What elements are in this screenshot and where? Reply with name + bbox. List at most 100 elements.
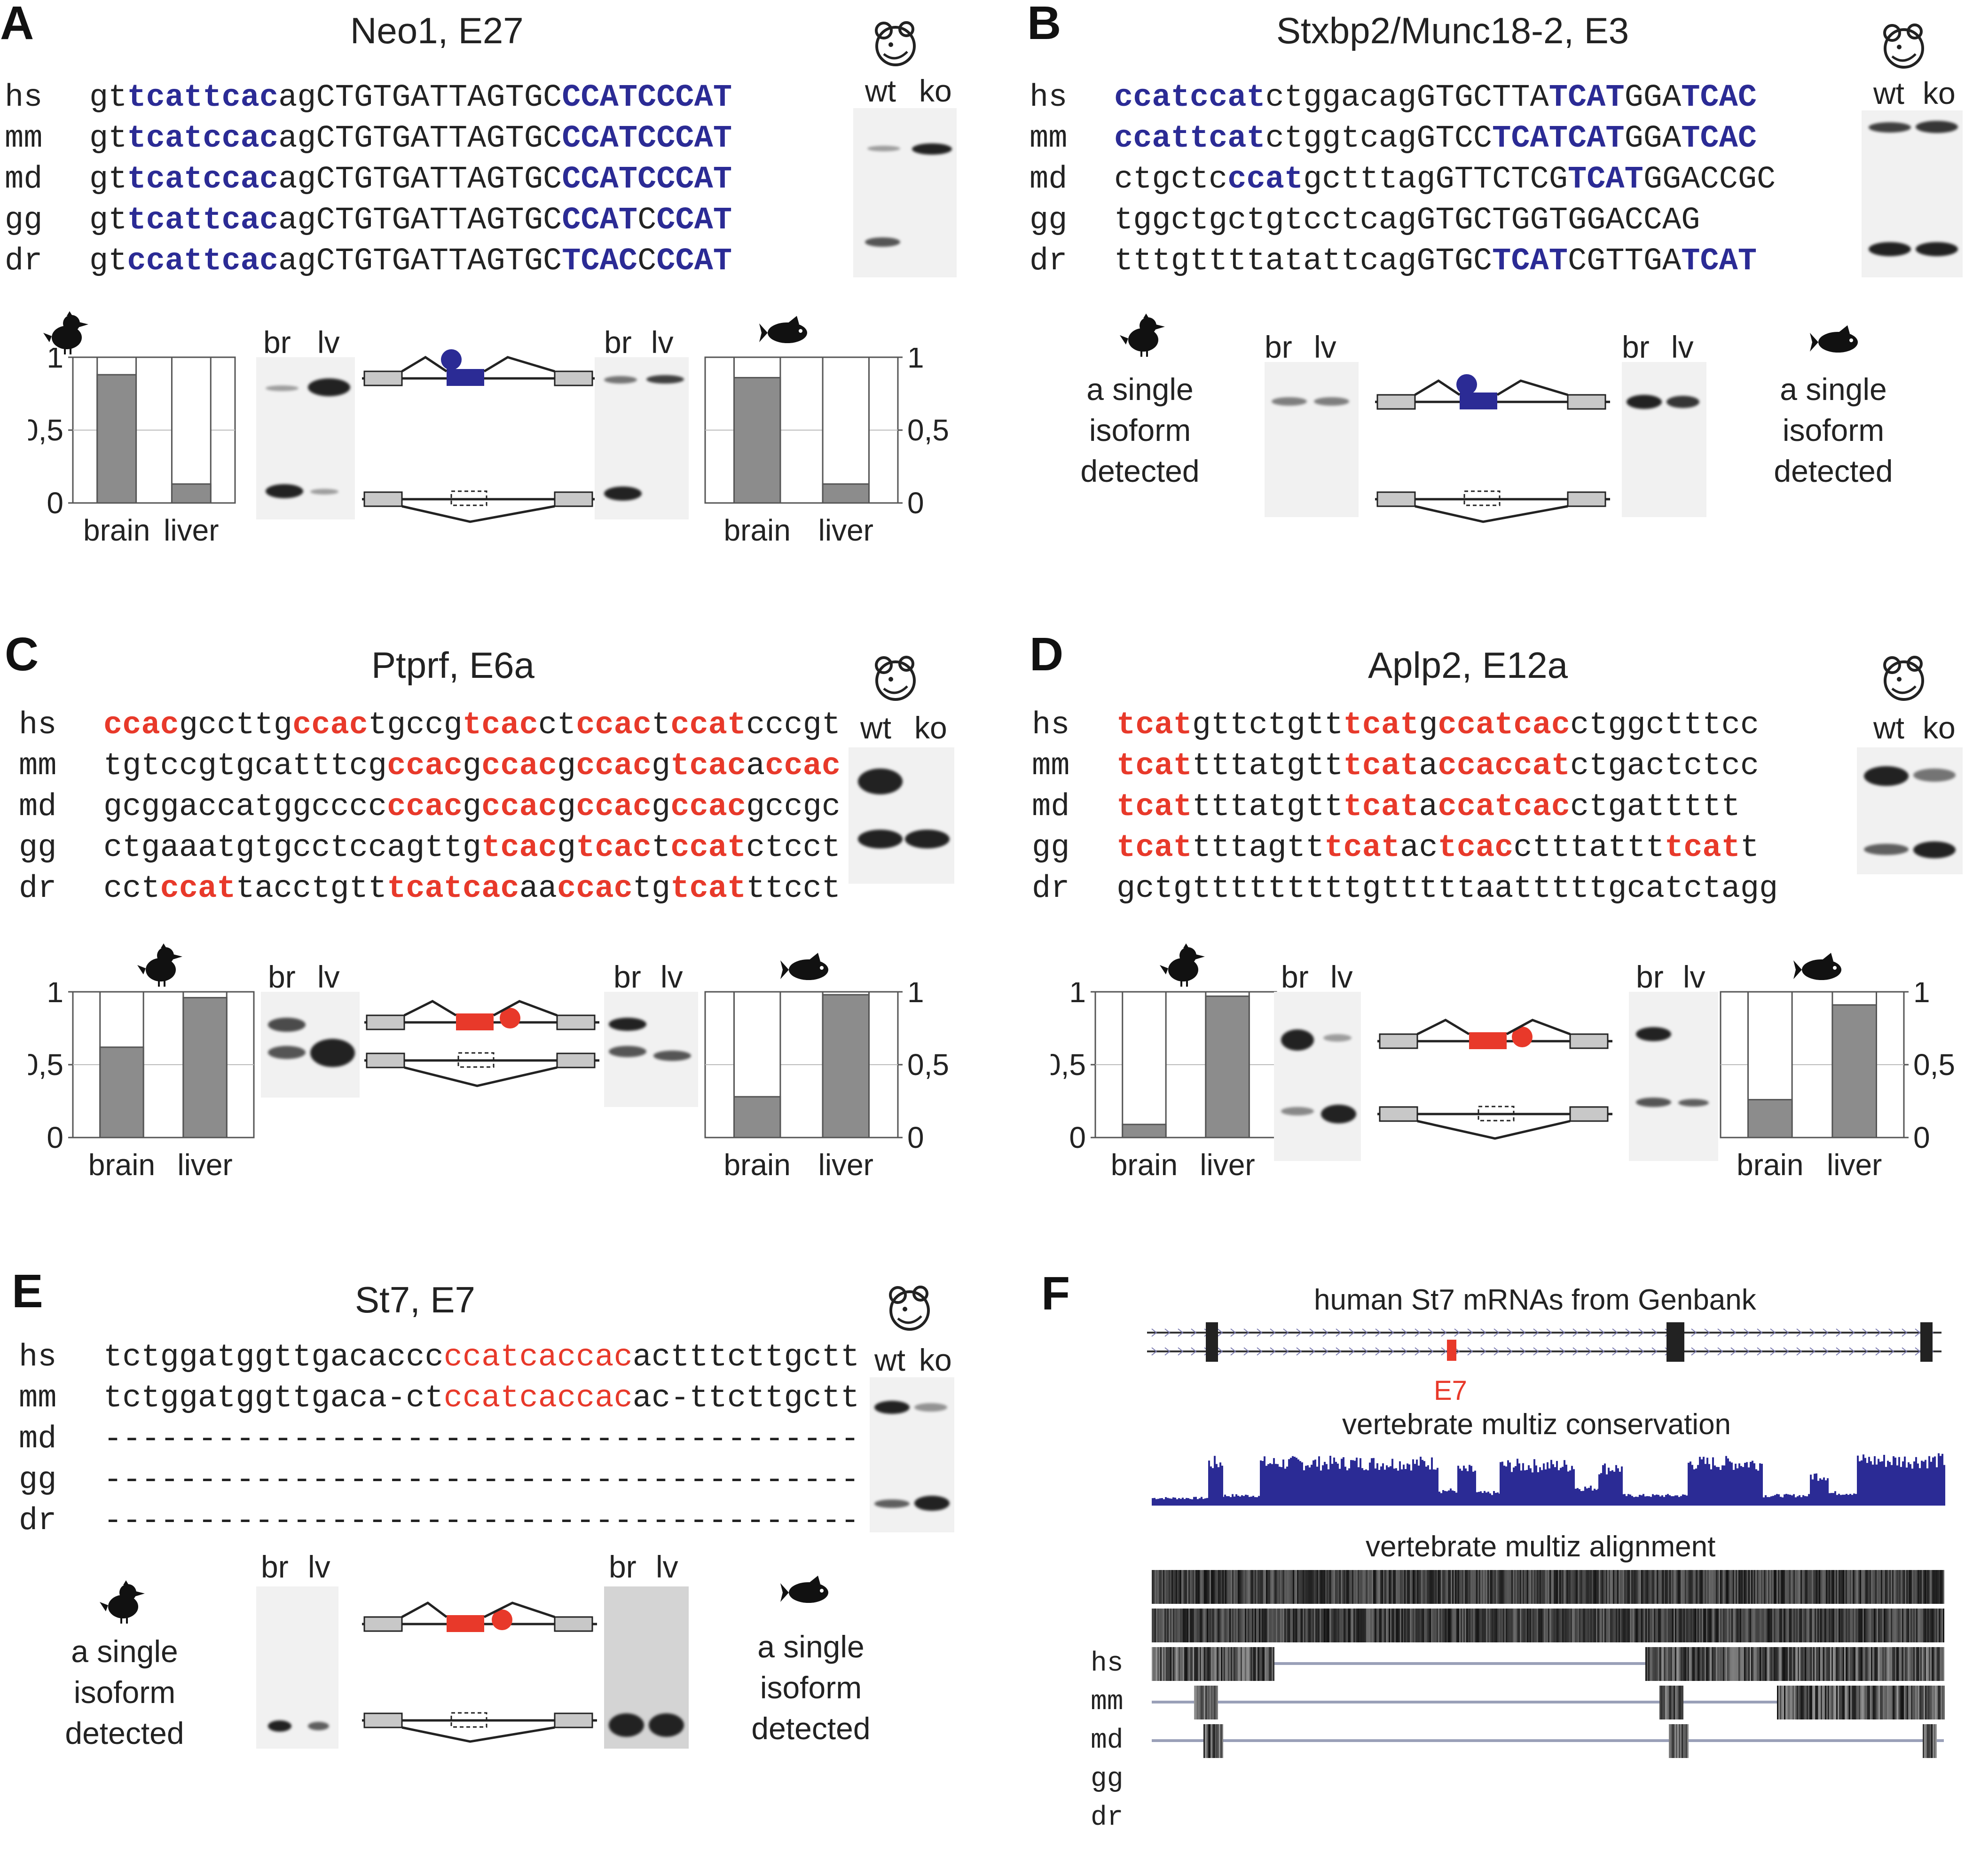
alignment-block (1680, 1724, 1682, 1758)
alignment-row-mm: mm tctggatggttgaca-ctccatcaccacac-ttcttgc… (19, 1378, 859, 1419)
alignment-block (1912, 1686, 1914, 1719)
conservation-bar (1408, 1464, 1410, 1506)
alignment-block (1815, 1609, 1816, 1642)
gel-br-lv-a-right (595, 357, 689, 519)
alignment-block (1620, 1570, 1621, 1604)
alignment-block (1692, 1570, 1693, 1604)
alignment-block (1444, 1609, 1445, 1642)
alignment-block (1819, 1609, 1820, 1642)
alignment-block (1304, 1609, 1305, 1642)
alignment-row-dr: dr tttgttttatattcagGTGCTCATCGTTGATCAT (1030, 241, 1776, 282)
alignment-block (1633, 1570, 1634, 1604)
sequence-segment: agCTGTGATTAGTGC (278, 121, 562, 157)
alignment-block (1589, 1609, 1590, 1642)
conservation-bar (1307, 1465, 1309, 1506)
alignment-block (1881, 1570, 1882, 1604)
species-label: hs (1030, 80, 1068, 116)
alignment-block (1868, 1570, 1870, 1604)
conservation-bar (1586, 1488, 1588, 1506)
strand-chevron (1243, 1347, 1250, 1356)
alignment-block (1595, 1609, 1596, 1642)
alignment-row-dr: dr cctccattacctgtttcatcacaaccactgtcatttcc… (19, 869, 841, 910)
conservation-bar (1727, 1458, 1729, 1506)
panel-e-alignment: hs tctggatggttgacacccccatcaccacactttcttgc… (19, 1337, 859, 1542)
alignment-block (1870, 1647, 1871, 1681)
alignment-block (1765, 1609, 1767, 1642)
alignment-block (1517, 1609, 1518, 1642)
alignment-block (1895, 1570, 1896, 1604)
gel-label-ko: ko (1923, 710, 1956, 745)
alignment-block (1459, 1609, 1461, 1642)
alignment-block (1520, 1570, 1521, 1604)
alignment-block (1298, 1570, 1300, 1604)
alignment-block (1586, 1609, 1588, 1642)
x-label-liver: liver (164, 513, 219, 547)
alignment-block (1685, 1570, 1686, 1604)
alignment-block (1851, 1609, 1853, 1642)
motif-highlight: ccat (670, 830, 747, 866)
conservation-bar (1622, 1494, 1624, 1506)
conservation-bar (1637, 1497, 1639, 1506)
conservation-bar (1825, 1480, 1827, 1506)
alignment-block (1159, 1570, 1160, 1604)
alignment-block (1511, 1609, 1513, 1642)
alignment-block (1870, 1686, 1871, 1719)
alignment-block (1486, 1570, 1487, 1604)
alignment-block (1869, 1686, 1870, 1719)
conservation-bar (1159, 1498, 1161, 1506)
conservation-bar (1303, 1470, 1305, 1506)
conservation-bar (1197, 1499, 1199, 1506)
sequence-segment: g (557, 748, 576, 784)
alignment-block (1193, 1570, 1194, 1604)
sequence-segment: gt (89, 243, 127, 279)
strand-chevron (1493, 1328, 1500, 1337)
alignment-block (1827, 1609, 1829, 1642)
alignment-block (1284, 1609, 1286, 1642)
alignment-block (1884, 1609, 1885, 1642)
alignment-block (1160, 1570, 1162, 1604)
alignment-block (1647, 1647, 1648, 1681)
alignment-block (1681, 1647, 1682, 1681)
bar-outline-liver (822, 356, 870, 504)
conservation-bar (1573, 1469, 1575, 1506)
alignment-block (1246, 1570, 1248, 1604)
alignment-block (1689, 1570, 1690, 1604)
alignment-block (1231, 1647, 1232, 1681)
alignment-block (1824, 1570, 1826, 1604)
conservation-bar (1277, 1464, 1279, 1506)
alignment-block (1784, 1570, 1785, 1604)
alignment-block (1421, 1570, 1423, 1604)
alignment-block (1809, 1570, 1810, 1604)
conservation-bar (1644, 1496, 1646, 1506)
alignment-block (1783, 1686, 1784, 1719)
alignment-block (1493, 1570, 1494, 1604)
conservation-bar (1171, 1499, 1172, 1506)
alignment-block (1719, 1609, 1720, 1642)
alignment-block (1493, 1609, 1494, 1642)
alignment-block (1857, 1570, 1858, 1604)
conservation-bar (1806, 1496, 1808, 1506)
strand-chevron (1717, 1328, 1723, 1337)
alignment-block (1731, 1609, 1733, 1642)
alignment-block (1904, 1686, 1905, 1719)
motif-highlight: tcat (1665, 830, 1740, 866)
alignment-block (1723, 1570, 1724, 1604)
alignment-block (1342, 1609, 1344, 1642)
track2-title: vertebrate multiz conservation (1342, 1408, 1731, 1441)
alignment-block (1242, 1609, 1243, 1642)
conservation-bar (1354, 1460, 1356, 1506)
conservation-bar (1567, 1471, 1569, 1506)
alignment-block (1530, 1570, 1531, 1604)
alignment-block (1699, 1570, 1700, 1604)
alignment-block (1753, 1570, 1754, 1604)
alignment-block (1191, 1609, 1193, 1642)
conservation-bar (1296, 1458, 1297, 1506)
alignment-block (1572, 1570, 1573, 1604)
sequence-segment: C (637, 243, 657, 279)
conservation-bar (1369, 1462, 1371, 1506)
alignment-block (1874, 1647, 1875, 1681)
alignment-block (1776, 1609, 1778, 1642)
alignment-block (1159, 1647, 1160, 1681)
conservation-bar (1712, 1457, 1714, 1506)
strand-chevron (1559, 1328, 1565, 1337)
